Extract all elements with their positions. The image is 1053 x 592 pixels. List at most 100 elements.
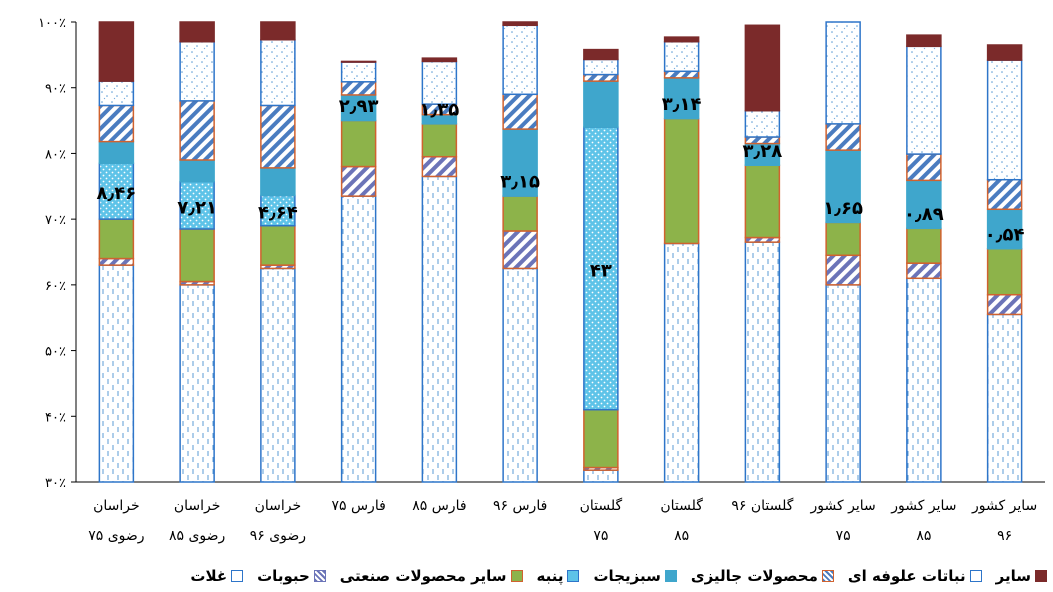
bar-segment: [260, 267, 296, 483]
bar-segment: [986, 313, 1023, 483]
legend-label: سایر محصولات صنعتی: [339, 567, 507, 585]
data-label: ۳٫۱۵: [500, 172, 540, 193]
y-tick-label: ۴۰٪: [45, 410, 66, 425]
data-label: ۷٫۲۱: [177, 197, 217, 218]
legend-label: پنبه: [536, 567, 564, 585]
bar-segment: [744, 109, 781, 138]
x-tick-label: خراسان: [255, 498, 302, 514]
legend-item: نباتات علوفه ای: [848, 562, 982, 590]
legend-label: نباتات علوفه ای: [847, 567, 966, 585]
x-tick-label: فارس ۷۵: [331, 498, 385, 514]
bar-segment: [502, 93, 538, 130]
bar-segment: [663, 36, 700, 43]
legend-label: محصولات جالیزی: [690, 567, 818, 585]
x-tick-label: فارس ۹۶: [493, 498, 547, 514]
legend-swatch-icon: [664, 570, 677, 582]
bar-segment: [260, 21, 296, 41]
y-tick-label: ۵۰٪: [45, 345, 66, 360]
bar-segment: [583, 469, 619, 483]
legend-item: سایر: [996, 562, 1047, 590]
bar-segment: [179, 40, 215, 102]
bar-segment: [502, 21, 538, 27]
legend-label: حبوبات: [257, 567, 310, 585]
bar-segment: [421, 175, 458, 483]
bar-segment: [340, 60, 377, 63]
x-tick-label: سایر کشور: [971, 498, 1037, 514]
bar-segment: [583, 408, 619, 469]
bar-segment: [179, 228, 215, 283]
data-label: ۱٫۳۵: [420, 99, 460, 120]
bar-segment: [260, 194, 296, 227]
legend-label: سایر: [995, 567, 1031, 585]
legend-item: سایر محصولات صنعتی: [340, 562, 523, 590]
x-tick-label-line2: ۸۵: [674, 528, 689, 544]
x-tick-label-line2: ۷۵: [836, 528, 851, 544]
bar-segment: [906, 227, 942, 264]
bar-segment: [98, 21, 135, 82]
bar-segment: [179, 180, 215, 230]
x-tick-label-line2: رضوی ۹۶: [250, 528, 306, 544]
bar-segment: [260, 224, 296, 266]
bar-segment: [179, 284, 215, 483]
legend-item: محصولات جالیزی: [691, 562, 834, 590]
bar-segment: [179, 100, 215, 161]
bar-segment: [260, 167, 296, 197]
x-tick-label: خراسان: [174, 498, 221, 514]
bar-segment: [179, 159, 215, 183]
bar-segment: [583, 48, 619, 61]
bar-segment: [986, 208, 1023, 250]
bar-segment: [986, 59, 1023, 181]
x-tick-label: گلستان ۹۶: [731, 497, 793, 514]
legend-item: سبزیجات: [593, 562, 677, 590]
bar-segment: [98, 80, 135, 107]
bar-segment: [583, 80, 619, 128]
bar-segment: [502, 195, 538, 232]
data-label: ۸٫۴۶: [97, 183, 137, 204]
bar-segment: [663, 242, 700, 483]
y-tick-label: ۹۰٪: [45, 82, 66, 97]
bar-segment: [583, 58, 619, 76]
bar-segment: [421, 123, 458, 158]
bar-segment: [340, 119, 377, 168]
bar-segment: [502, 24, 538, 96]
data-label: ۴٫۶۴: [258, 203, 298, 224]
bar-segment: [98, 140, 135, 165]
bar-segment: [502, 267, 538, 483]
data-label: ۰٫۸۹: [904, 204, 944, 225]
bar-segment: [986, 247, 1023, 296]
bar-segment: [825, 221, 861, 257]
bar-segment: [663, 117, 700, 245]
data-label: ۳٫۱۴: [662, 94, 702, 115]
x-tick-label: گلستان: [660, 497, 703, 514]
bar-segment: [421, 60, 458, 105]
bar-segment: [340, 81, 377, 96]
bar-segment: [98, 104, 135, 143]
x-tick-label: فارس ۸۵: [412, 498, 466, 514]
data-label: ۴۳: [590, 260, 612, 281]
chart-legend: سایر نباتات علوفه ای محصولات جالیزی سبزیجات…: [0, 562, 1053, 590]
x-tick-label-line2: ۹۶: [997, 528, 1012, 544]
x-tick-label: خراسان: [93, 498, 140, 514]
bar-segment: [986, 178, 1023, 211]
bar-segment: [825, 149, 861, 224]
x-tick-label: سایر کشور: [810, 498, 876, 514]
bar-segment: [340, 165, 377, 197]
bar-segment: [986, 293, 1023, 316]
bar-segment: [421, 155, 458, 178]
y-tick-label: ۶۰٪: [45, 279, 66, 294]
bar-segment: [825, 284, 861, 483]
y-tick-label: ۳۰٪: [45, 476, 66, 491]
x-tick-label-line2: ۸۵: [916, 528, 931, 544]
x-tick-label: گلستان: [580, 497, 623, 514]
bar-segment: [340, 195, 377, 483]
bar-segment: [663, 70, 700, 79]
legend-item: حبوبات: [257, 562, 326, 590]
legend-swatch-icon: [231, 570, 244, 582]
data-label: ۰٫۵۴: [985, 224, 1025, 245]
bar-segment: [744, 164, 781, 239]
bar-segment: [906, 45, 942, 155]
bar-segment: [502, 230, 538, 270]
bar-segment: [260, 104, 296, 169]
legend-swatch-icon: [510, 570, 523, 582]
bar-segment: [906, 34, 942, 48]
